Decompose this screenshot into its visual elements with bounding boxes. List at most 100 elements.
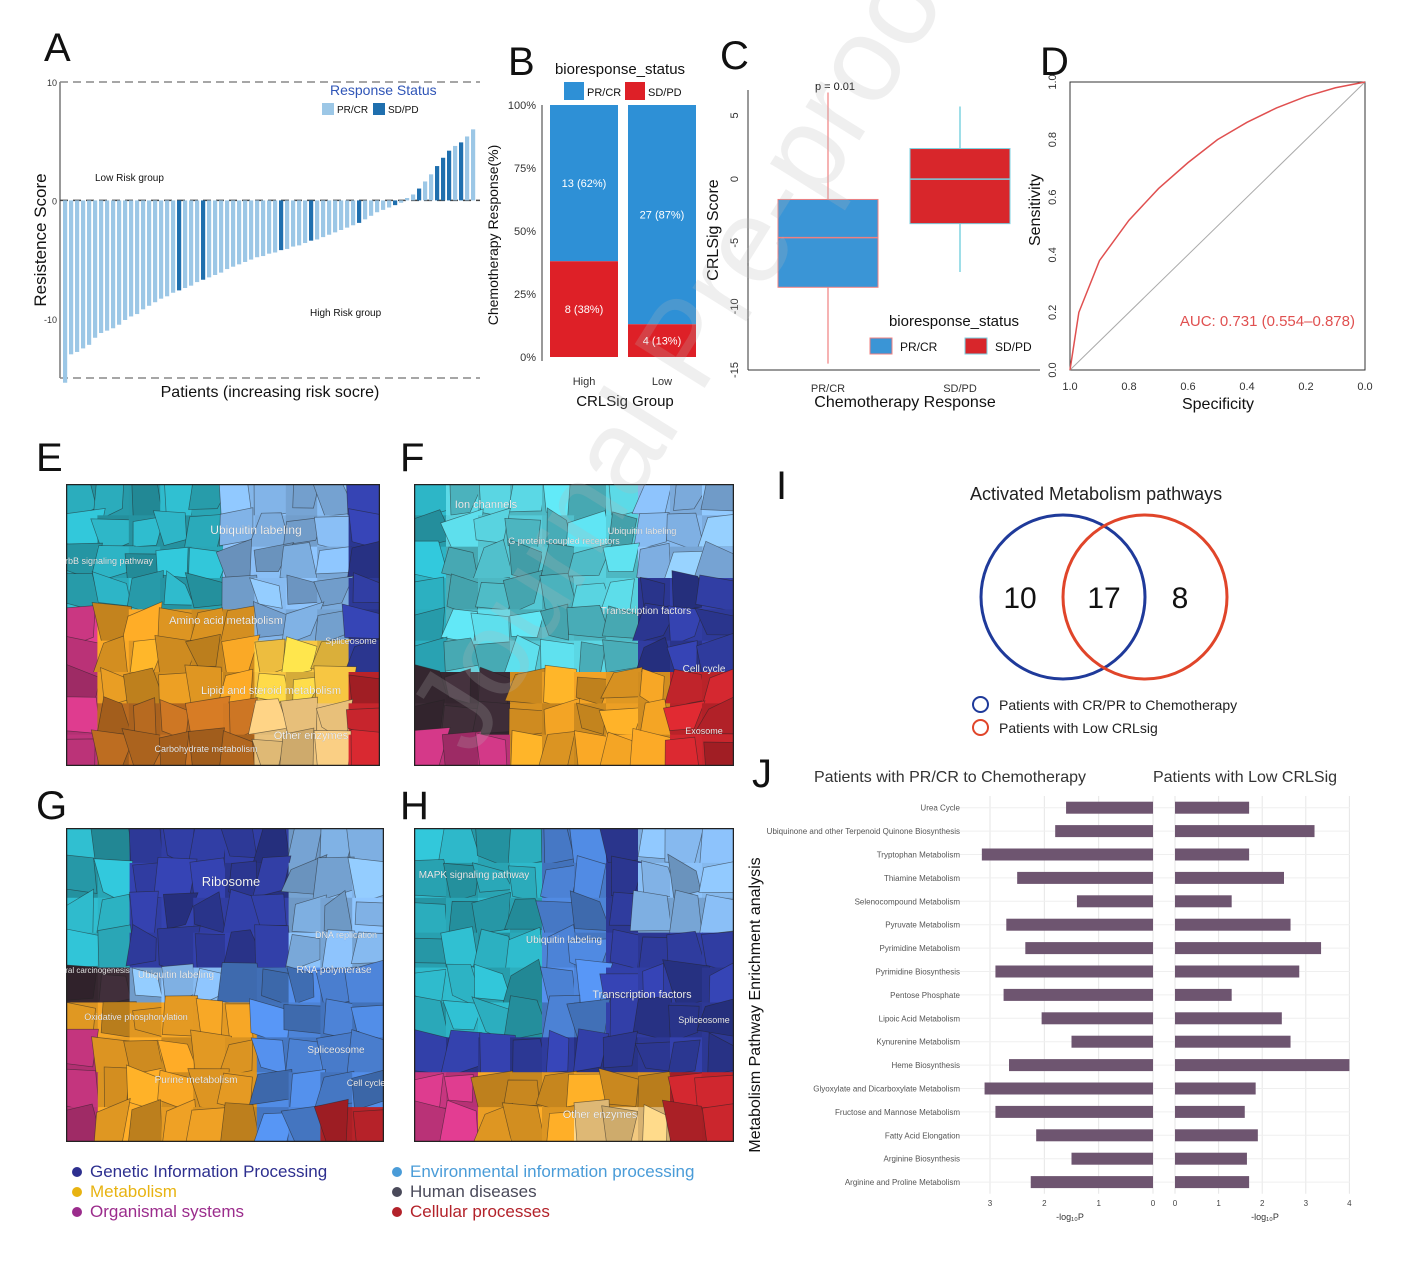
region-label: Viral carcinogenesis: [66, 966, 130, 975]
region-label: Lipid and steroid metabolism: [201, 685, 341, 697]
legend-human-diseases-label: Human diseases: [410, 1182, 537, 1201]
waterfall-bar: [375, 200, 380, 213]
voronoi-cell: [475, 732, 508, 766]
y-tick-label: 50%: [514, 226, 536, 238]
voronoi-cell: [350, 1004, 384, 1040]
bar-prcr: [550, 105, 618, 262]
legend-label: PR/CR: [587, 87, 621, 99]
waterfall-bar: [87, 200, 92, 345]
panel-letter-a: A: [44, 26, 71, 70]
voronoi-cell: [162, 892, 199, 930]
region-label: Ribosome: [202, 874, 261, 889]
panel-letter-b: B: [508, 40, 535, 84]
voronoi-cell: [673, 484, 710, 511]
y-tick-label: 0: [729, 176, 741, 182]
x-tick-label: High: [573, 376, 596, 388]
waterfall-bar: [381, 200, 386, 210]
panel-letter-g: G: [36, 784, 68, 828]
voronoi-cell: [185, 633, 221, 668]
voronoi-cell: [694, 540, 734, 585]
voronoi-cell: [695, 574, 734, 612]
region-label: G protein-coupled receptors: [508, 536, 620, 546]
bar-right: [1175, 918, 1291, 931]
waterfall-bar: [345, 200, 350, 228]
voronoi-cell: [697, 514, 734, 548]
legend-label: SD/PD: [995, 340, 1032, 354]
voronoi-cell: [701, 1103, 734, 1142]
category-label: Selenocompound Metabolism: [855, 897, 961, 906]
voronoi-cell: [510, 729, 550, 766]
legend-dot-icon: [72, 1167, 82, 1177]
category-label: Pentose Phosphate: [890, 991, 960, 1000]
waterfall-bar: [117, 200, 122, 325]
bar-prcr: [628, 105, 696, 325]
waterfall-bar: [399, 200, 404, 203]
waterfall-bar: [135, 200, 140, 315]
category-label: Ubiquinone and other Terpenoid Quinone B…: [767, 827, 960, 836]
bar-left: [1071, 1035, 1153, 1048]
voronoi-cell: [667, 1039, 701, 1076]
waterfall-bar: [129, 200, 134, 317]
x-tick-label: 0.2: [1298, 381, 1313, 393]
venn-circle-crpr: [979, 513, 1147, 681]
region-label: Spliceosome: [678, 1015, 730, 1025]
voronoi-cell: [66, 738, 96, 766]
voronoi-cell: [629, 890, 673, 932]
waterfall-bar: [111, 200, 116, 329]
voronoi-cell: [286, 965, 315, 1004]
waterfall-bar: [231, 200, 236, 267]
panel-letter-f: F: [400, 436, 425, 480]
waterfall-bar: [63, 200, 68, 383]
y-tick-label: 1.0: [1047, 74, 1059, 89]
x-tick-label: 4: [1347, 1199, 1352, 1208]
voronoi-cell: [539, 603, 569, 641]
voronoi-cell: [341, 603, 380, 639]
venn-diagram: 10 17 8: [979, 513, 1229, 681]
voronoi-cell: [313, 1098, 349, 1142]
waterfall-bar: [171, 200, 176, 293]
waterfall-bar: [279, 200, 284, 251]
legend-label: SD/PD: [648, 87, 682, 99]
x-tick-label: 3: [1304, 1199, 1309, 1208]
waterfall-bar: [237, 200, 242, 265]
bar-left: [1055, 825, 1153, 838]
x-tick-label: 0: [1173, 1199, 1178, 1208]
bar-left: [1006, 918, 1153, 931]
x-tick-label: 1.0: [1062, 381, 1077, 393]
y-tick-label: -10: [729, 298, 741, 314]
region-label: Spliceosome: [325, 636, 377, 646]
legend-environmental: Environmental information processing: [392, 1162, 694, 1182]
waterfall-bar: [291, 200, 296, 247]
voronoi-cell: [567, 542, 614, 577]
venn-left-count: 10: [1003, 582, 1036, 615]
bar-left: [1017, 871, 1153, 884]
voronoi-cell: [662, 700, 706, 731]
bar-left: [1025, 942, 1153, 955]
region-label: Ubiquitin labeling: [608, 526, 677, 536]
category-label: Pyrimidine Biosynthesis: [876, 968, 960, 977]
voronoi-cell: [666, 640, 698, 677]
voronoi-cell: [573, 1099, 611, 1142]
waterfall-bar: [183, 200, 188, 289]
bar-left: [1036, 1129, 1153, 1142]
voronoi-cell: [538, 731, 576, 766]
y-axis-label: CRLSig Score: [705, 179, 722, 280]
waterfall-bar: [153, 200, 158, 303]
voronoi-cell: [352, 572, 380, 604]
region-label: Cell cycle: [683, 664, 726, 675]
treemap-frame: [66, 484, 380, 766]
waterfall-bar: [201, 200, 206, 280]
bar-right: [1175, 965, 1300, 978]
y-tick-label: 0: [52, 196, 57, 206]
legend-swatch: [322, 103, 334, 115]
voronoi-cell: [220, 1102, 261, 1142]
x-axis-label: Specificity: [1182, 396, 1254, 413]
voronoi-cell: [642, 1104, 668, 1142]
region-label: Other enzymes: [563, 1109, 638, 1121]
auc-label: AUC: 0.731 (0.554–0.878): [1180, 313, 1355, 330]
panel-letter-j: J: [752, 752, 772, 796]
bar-right: [1175, 801, 1250, 814]
voronoi-treemap-e: Ubiquitin labeling Amino acid metabolism L…: [66, 484, 380, 766]
x-axis-label: CRLSig Group: [576, 393, 674, 410]
x-tick-label: 2: [1042, 1199, 1047, 1208]
